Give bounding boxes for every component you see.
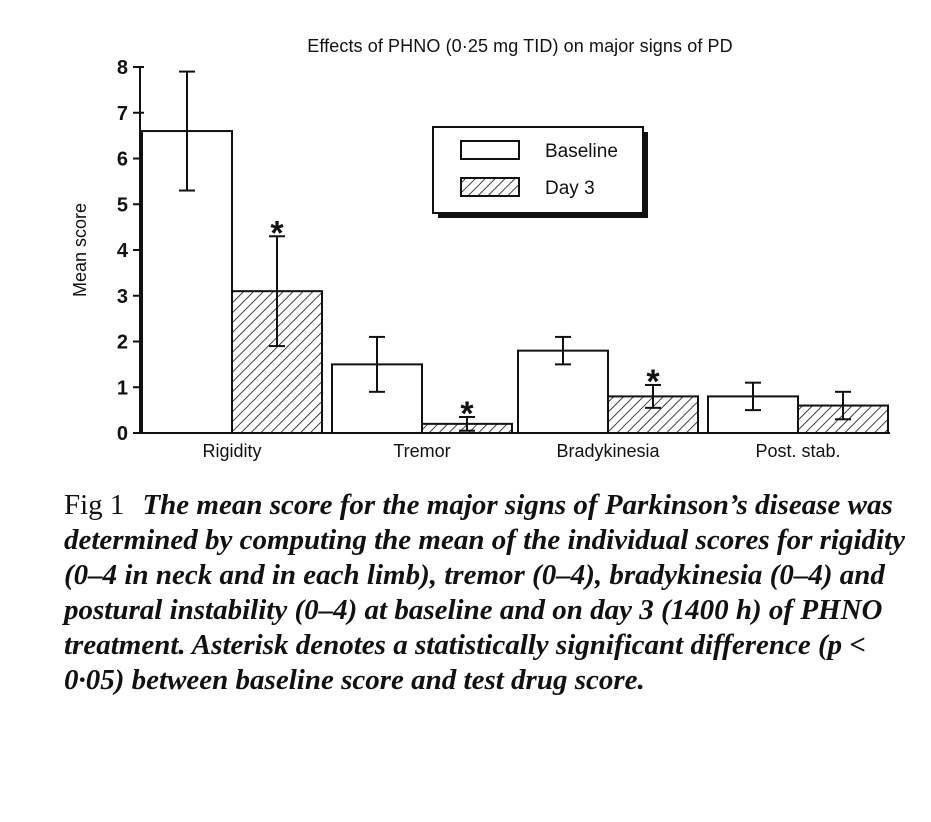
legend-swatch: [460, 177, 520, 197]
caption-label: Fig 1: [64, 489, 125, 521]
bars: * * *: [141, 70, 889, 435]
y-tick-label: 4: [117, 240, 129, 262]
bar-baseline-bradykinesia: [517, 349, 609, 434]
chart-title: Effects of PHNO (0·25 mg TID) on major s…: [307, 36, 733, 56]
significance-asterisk: *: [646, 363, 660, 401]
legend-swatch: [460, 140, 520, 160]
figure-caption: Fig 1 The mean score for the major signs …: [64, 488, 914, 698]
y-tick-label: 3: [117, 286, 128, 308]
x-tick-label: Tremor: [393, 441, 450, 461]
legend-label: Day 3: [545, 178, 595, 199]
bar-chart: 0 1 2 3 4 5 6 7 8 Mean score Rigidity Tremor Bradyki…: [70, 57, 890, 461]
significance-asterisk: *: [270, 214, 284, 252]
y-tick-label: 5: [117, 194, 128, 216]
y-tick-label: 8: [117, 57, 128, 79]
y-tick-label: 2: [117, 332, 128, 354]
x-tick-label: Bradykinesia: [556, 441, 660, 461]
x-tick-label: Rigidity: [202, 441, 261, 461]
caption-text: The mean score for the major signs of Pa…: [64, 489, 905, 696]
y-tick-label: 0: [117, 423, 128, 445]
y-tick-label: 6: [117, 149, 128, 171]
x-tick-label: Post. stab.: [755, 441, 840, 461]
legend-label: Baseline: [545, 141, 618, 162]
legend-box: [432, 126, 644, 214]
y-tick-label: 1: [117, 377, 128, 399]
significance-asterisk: *: [460, 395, 474, 433]
y-axis-label: Mean score: [70, 203, 90, 297]
legend: Baseline Day 3: [432, 126, 648, 218]
y-tick-label: 7: [117, 103, 128, 125]
